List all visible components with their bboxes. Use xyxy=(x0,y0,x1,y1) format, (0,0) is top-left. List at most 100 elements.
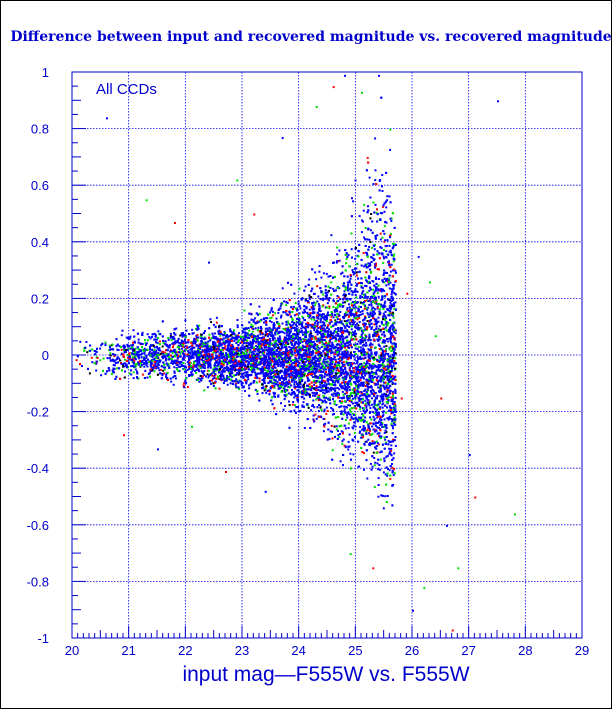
data-point xyxy=(183,382,186,384)
data-point xyxy=(311,307,314,310)
data-point xyxy=(272,386,275,389)
data-point xyxy=(343,297,346,300)
data-point xyxy=(392,245,395,248)
data-point xyxy=(391,289,394,292)
data-point xyxy=(329,347,332,350)
data-point xyxy=(362,252,365,254)
data-point xyxy=(323,396,326,399)
data-point xyxy=(228,339,231,342)
data-point xyxy=(351,402,354,405)
data-point xyxy=(330,234,333,237)
data-point xyxy=(346,298,349,301)
data-point xyxy=(290,380,293,383)
data-point xyxy=(252,354,255,357)
data-point xyxy=(171,360,174,362)
data-point xyxy=(234,369,237,372)
data-point xyxy=(225,352,227,355)
data-point xyxy=(392,351,395,354)
data-point xyxy=(133,340,136,343)
data-point xyxy=(283,390,286,392)
data-point xyxy=(291,317,294,320)
data-point xyxy=(128,372,131,375)
data-point xyxy=(296,325,298,328)
data-point xyxy=(325,272,328,275)
data-point xyxy=(340,359,343,362)
data-point xyxy=(365,404,368,407)
data-point xyxy=(345,405,348,408)
data-point xyxy=(350,417,353,420)
data-point xyxy=(388,405,391,408)
data-point xyxy=(380,305,382,308)
data-point xyxy=(206,358,209,360)
data-point xyxy=(341,442,344,445)
data-point xyxy=(208,333,211,336)
data-point xyxy=(393,243,396,246)
data-point xyxy=(388,299,391,301)
data-point xyxy=(245,380,248,383)
data-point xyxy=(294,385,297,388)
data-point xyxy=(392,285,395,288)
data-point xyxy=(330,357,333,359)
data-point xyxy=(385,322,388,325)
data-point xyxy=(247,343,250,346)
data-point xyxy=(365,307,368,310)
data-point xyxy=(329,332,332,335)
data-point xyxy=(297,406,300,408)
data-point xyxy=(311,308,314,311)
data-point xyxy=(337,330,340,332)
data-point xyxy=(266,317,269,320)
data-point xyxy=(311,304,314,307)
data-point xyxy=(345,258,348,261)
data-point xyxy=(386,474,389,477)
data-point xyxy=(389,249,392,252)
data-point xyxy=(246,327,248,330)
data-point xyxy=(354,347,357,350)
data-point xyxy=(330,406,333,409)
data-point xyxy=(194,338,197,341)
data-point xyxy=(254,354,257,357)
data-point xyxy=(323,327,325,330)
data-point xyxy=(307,330,309,333)
data-point xyxy=(375,333,378,336)
data-point xyxy=(280,314,283,317)
data-point xyxy=(203,374,206,377)
data-point xyxy=(215,316,218,319)
data-point xyxy=(357,324,360,327)
data-point xyxy=(361,428,364,431)
data-point xyxy=(149,363,152,366)
data-point xyxy=(348,314,351,317)
data-point xyxy=(270,364,273,366)
data-point xyxy=(252,320,255,323)
data-point xyxy=(385,244,388,247)
data-point xyxy=(295,380,298,383)
data-point xyxy=(141,373,144,376)
data-point xyxy=(313,318,316,321)
data-point xyxy=(345,418,348,421)
data-point xyxy=(373,318,376,321)
data-point xyxy=(272,391,275,394)
data-point xyxy=(364,284,367,287)
data-point xyxy=(377,412,380,414)
data-point xyxy=(243,371,246,374)
data-point xyxy=(375,421,377,424)
data-point xyxy=(110,348,113,351)
data-point xyxy=(209,366,212,369)
data-point xyxy=(279,304,282,307)
data-point xyxy=(388,441,391,444)
data-point xyxy=(344,427,347,430)
data-point xyxy=(341,346,344,349)
data-point xyxy=(113,360,116,363)
data-point xyxy=(172,383,175,386)
data-point xyxy=(293,409,296,412)
data-point xyxy=(386,338,388,340)
data-point xyxy=(155,367,158,370)
data-point xyxy=(248,387,251,390)
data-point xyxy=(348,303,350,306)
data-point xyxy=(207,369,210,372)
data-point xyxy=(360,364,363,367)
data-point xyxy=(287,392,290,395)
data-point xyxy=(291,403,294,406)
data-point xyxy=(274,333,277,336)
data-point xyxy=(307,313,310,316)
data-point xyxy=(170,380,173,383)
